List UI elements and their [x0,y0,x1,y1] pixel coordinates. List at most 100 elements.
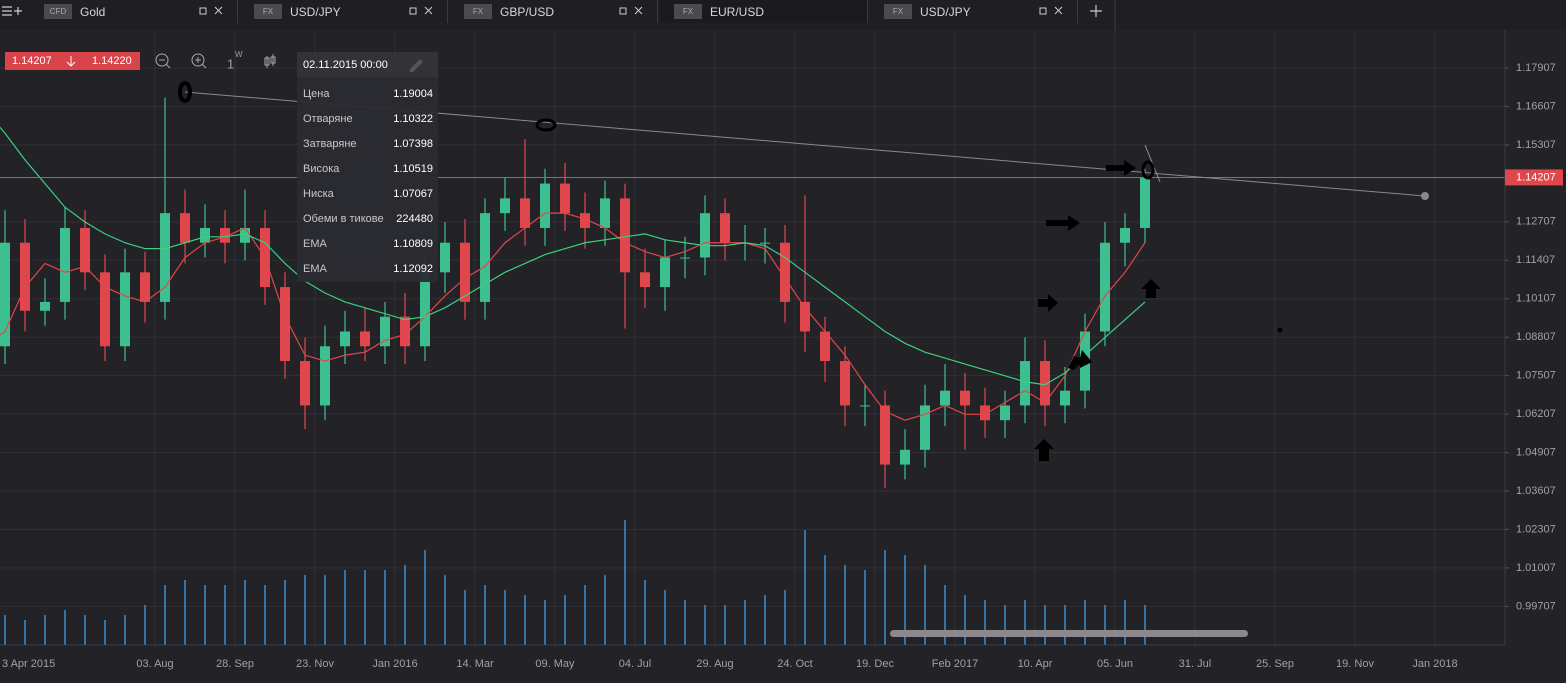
candle-body [680,257,690,259]
scrollbar[interactable] [890,630,1248,637]
tooltip-date: 02.11.2015 00:00 [303,59,388,71]
interval[interactable]: 1 [227,56,234,71]
quote-box[interactable] [5,52,140,70]
drawn-oval [1141,160,1155,180]
tab-label: EUR/USD [710,5,765,19]
tab[interactable]: CFD Gold [30,0,238,23]
popout-icon[interactable] [409,7,417,15]
tooltip-label: Отваряне [303,113,353,125]
candle-body [1040,361,1050,406]
drawn-arrow [1046,215,1080,231]
y-tick-label: 1.03607 [1516,485,1556,497]
y-tick-label: 1.06207 [1516,408,1556,420]
tab-label: USD/JPY [290,5,341,19]
trend-handle[interactable] [1421,192,1429,200]
drawn-arrow [1141,279,1161,298]
zoom-out-icon [159,59,171,69]
tooltip-label: Висока [303,163,340,175]
y-tick-label: 1.04907 [1516,446,1556,458]
tab-label: Gold [80,5,106,19]
candle-body [400,316,410,347]
candle-body [1140,177,1150,228]
zoom-out[interactable] [155,53,169,67]
drawn-oval [178,81,192,103]
candle-body [0,242,10,347]
tab[interactable]: FX USD/JPY [240,0,448,23]
candle-body [620,198,630,273]
interval-unit: W [235,50,243,59]
drawn-arrow [1034,439,1054,461]
x-tick-label: 25. Sep [1256,658,1294,670]
tab-label: USD/JPY [920,5,971,19]
x-tick-label: 3 Apr 2015 [2,658,55,670]
candle-body [640,272,650,288]
edit-icon[interactable] [410,59,423,72]
candle-body [80,227,90,273]
current-price-box [1505,169,1563,186]
x-tick-label: 19. Dec [856,658,894,670]
tab-badge: FX [254,4,282,19]
drawn-arrow [1068,350,1092,370]
zoom-in[interactable] [191,53,205,67]
drawn-arrow [1038,294,1058,312]
chart-type[interactable] [264,54,276,68]
x-tick-label: 03. Aug [136,658,173,670]
candle-body [160,213,170,302]
tooltip-box [297,52,438,282]
candle-body [40,301,50,311]
x-tick-label: 24. Oct [777,658,812,670]
x-tick-label: 14. Mar [456,658,494,670]
candle-body [540,183,550,228]
tab-icons [2,0,1116,30]
add-tab[interactable] [1090,5,1102,17]
popout-icon[interactable] [619,7,627,15]
candle-body [760,242,770,244]
y-tick-label: 1.10107 [1516,293,1556,305]
close-icon[interactable] [1054,6,1063,15]
x-tick-label: Feb 2017 [932,658,978,670]
popout-icon[interactable] [199,7,207,15]
candle-body [920,405,930,450]
candle-body [380,316,390,347]
close-icon[interactable] [634,6,643,15]
tab-badge: FX [674,4,702,19]
candle-body [980,405,990,421]
drawn-oval [535,118,557,132]
bid: 1.14207 [12,55,52,67]
candle-body [460,242,470,302]
close-icon[interactable] [424,6,433,15]
y-tick-label: 1.17907 [1516,62,1556,74]
tab[interactable]: FX USD/JPY [870,0,1078,23]
current-price-label: 1.14207 [1516,171,1556,183]
candle-body [140,272,150,302]
candle-body [20,242,30,311]
y-tick-label: 1.15307 [1516,139,1556,151]
drawn-arrow [1106,160,1136,176]
close-icon[interactable] [214,6,223,15]
tab[interactable]: FX GBP/USD [450,0,658,23]
toolbar: 1.14207 1.14220 1 W [5,50,276,71]
ema-line [0,126,1146,386]
popout-icon[interactable] [1039,7,1047,15]
candle-body [1020,361,1030,406]
y-tick-label: 1.08807 [1516,331,1556,343]
candle-body [320,346,330,406]
y-tick-label: 1.01007 [1516,562,1556,574]
candle-body [580,213,590,228]
candle-body [180,213,190,243]
candle-body [1100,242,1110,332]
candle-body [520,198,530,228]
candle-body [360,331,370,347]
menu[interactable] [2,6,22,16]
candle-body [900,449,910,465]
candle-body [820,331,830,362]
candle-body [840,361,850,406]
candle-body [120,272,130,347]
tab-badge: CFD [44,4,72,19]
y-tick-label: 1.02307 [1516,523,1556,535]
tab-badge: FX [464,4,492,19]
tab[interactable]: FX EUR/USD [660,0,868,23]
tab-badge: FX [884,4,912,19]
candle-body [300,361,310,406]
